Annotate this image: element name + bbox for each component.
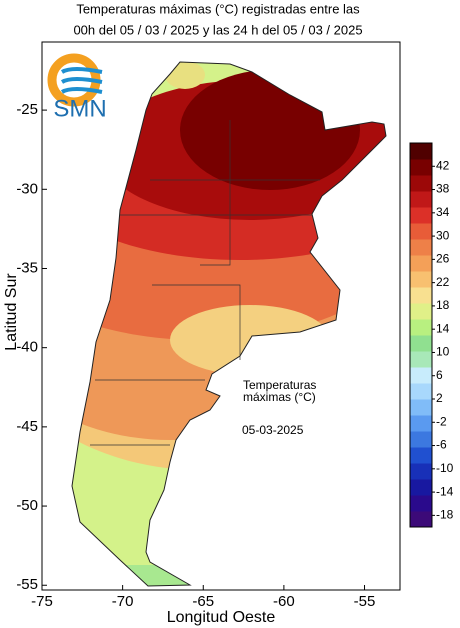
colorbar-segment bbox=[410, 383, 432, 400]
colorbar-label: 38 bbox=[436, 182, 450, 196]
x-tick-label: -65 bbox=[192, 593, 214, 610]
colorbar-frame bbox=[409, 142, 433, 528]
y-tick-label: -35 bbox=[16, 259, 38, 276]
x-tick-label: -60 bbox=[273, 593, 295, 610]
colorbar-label: 42 bbox=[436, 158, 450, 172]
colorbar-segment bbox=[410, 447, 432, 464]
colorbar-segment bbox=[410, 255, 432, 272]
title-line: 00h del 05 / 03 / 2025 y las 24 h del 05… bbox=[73, 22, 362, 37]
colorbar-segment bbox=[410, 335, 432, 352]
colorbar-segment bbox=[410, 495, 432, 512]
province-borders bbox=[90, 120, 320, 446]
colorbar-segment bbox=[410, 479, 432, 496]
x-axis-label: Longitud Oeste bbox=[167, 609, 276, 626]
colorbar-segment bbox=[410, 351, 432, 368]
colorbar-segment bbox=[410, 191, 432, 208]
logo bbox=[47, 53, 103, 107]
country-outline bbox=[71, 61, 387, 587]
colorbar-label: 26 bbox=[436, 252, 450, 266]
colorbar-segment bbox=[410, 303, 432, 320]
y-tick-label: -25 bbox=[16, 101, 38, 118]
colorbar-segment bbox=[410, 175, 432, 192]
colorbar-label: 30 bbox=[436, 228, 450, 242]
y-axis-label: Latitud Sur bbox=[3, 273, 20, 351]
annotation: Temperaturas bbox=[243, 378, 316, 392]
x-tick-label: -70 bbox=[112, 593, 134, 610]
x-tick-label: -75 bbox=[31, 593, 53, 610]
y-tick-label: -55 bbox=[16, 576, 38, 593]
colorbar-label: 6 bbox=[436, 368, 443, 382]
annotation: máximas (°C) bbox=[243, 390, 316, 404]
colorbar-label: -6 bbox=[436, 438, 447, 452]
colorbar-segment bbox=[410, 399, 432, 416]
colorbar-label: -10 bbox=[436, 461, 454, 475]
colorbar-segment bbox=[410, 415, 432, 432]
colorbar-segment bbox=[410, 511, 432, 528]
colorbar-label: 10 bbox=[436, 345, 450, 359]
colorbar-segment bbox=[410, 431, 432, 448]
logo-text: SMN bbox=[53, 95, 106, 122]
colorbar-segment bbox=[410, 463, 432, 480]
colorbar-segment bbox=[410, 287, 432, 304]
colorbar-label: 14 bbox=[436, 321, 450, 335]
colorbar-label: 2 bbox=[436, 391, 443, 405]
y-tick-label: -45 bbox=[16, 418, 38, 435]
colorbar-label: -18 bbox=[436, 508, 454, 522]
colorbar-segment bbox=[410, 367, 432, 384]
x-tick-label: -55 bbox=[354, 593, 376, 610]
colorbar-segment bbox=[410, 271, 432, 288]
colorbar-segment bbox=[410, 207, 432, 224]
y-tick-label: -30 bbox=[16, 180, 38, 197]
colorbar-label: 34 bbox=[436, 205, 450, 219]
title-line: Temperaturas máximas (°C) registradas en… bbox=[76, 1, 360, 16]
colorbar-label: -14 bbox=[436, 484, 454, 498]
y-tick-label: -50 bbox=[16, 497, 38, 514]
colorbar-label: 18 bbox=[436, 298, 450, 312]
colorbar-segment bbox=[410, 143, 432, 160]
colorbar-segment bbox=[410, 223, 432, 240]
date-label: 05-03-2025 bbox=[242, 423, 304, 437]
colorbar-label: 22 bbox=[436, 275, 450, 289]
colorbar-segment bbox=[410, 159, 432, 176]
colorbar-segment bbox=[410, 319, 432, 336]
y-tick-label: -40 bbox=[16, 339, 38, 356]
colorbar-label: -2 bbox=[436, 414, 447, 428]
colorbar-segment bbox=[410, 239, 432, 256]
